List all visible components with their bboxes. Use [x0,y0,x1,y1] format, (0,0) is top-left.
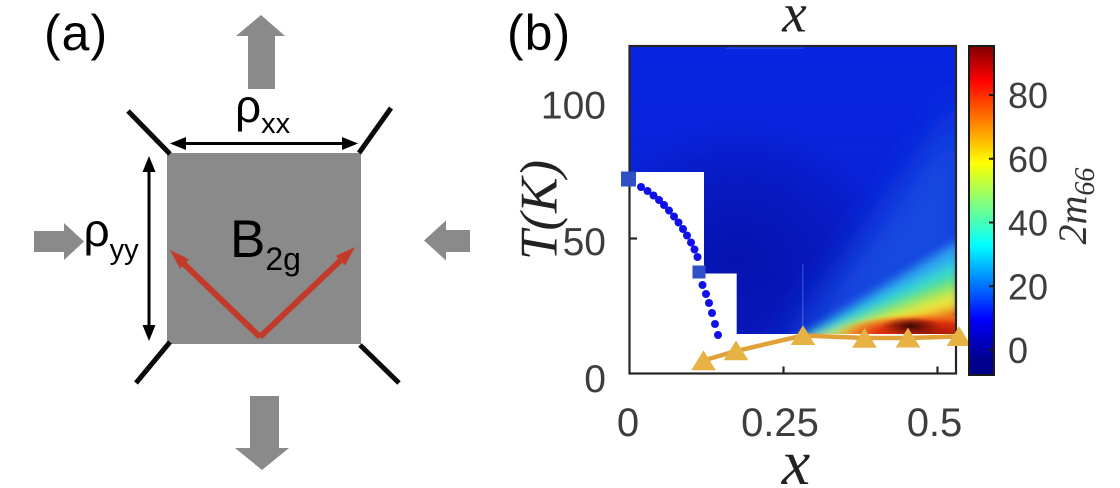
svg-text:20: 20 [1008,266,1048,307]
svg-text:0: 0 [617,401,639,445]
svg-text:50: 50 [563,221,606,264]
svg-text:2m66: 2m66 [1050,168,1101,245]
svg-text:80: 80 [1008,75,1048,116]
svg-text:40: 40 [1008,203,1048,244]
svg-text:(a): (a) [44,5,108,61]
svg-text:0: 0 [1008,330,1028,371]
svg-text:0.25: 0.25 [741,401,819,445]
svg-text:ρyy: ρyy [84,204,140,266]
svg-text:60: 60 [1008,139,1048,180]
svg-text:0: 0 [584,358,606,401]
svg-text:100: 100 [541,85,606,128]
svg-text:x: x [781,427,810,488]
svg-text:T(K): T(K) [511,160,569,260]
svg-text:x: x [781,0,807,44]
svg-text:0.5: 0.5 [907,401,963,445]
svg-text:(b): (b) [507,5,571,61]
